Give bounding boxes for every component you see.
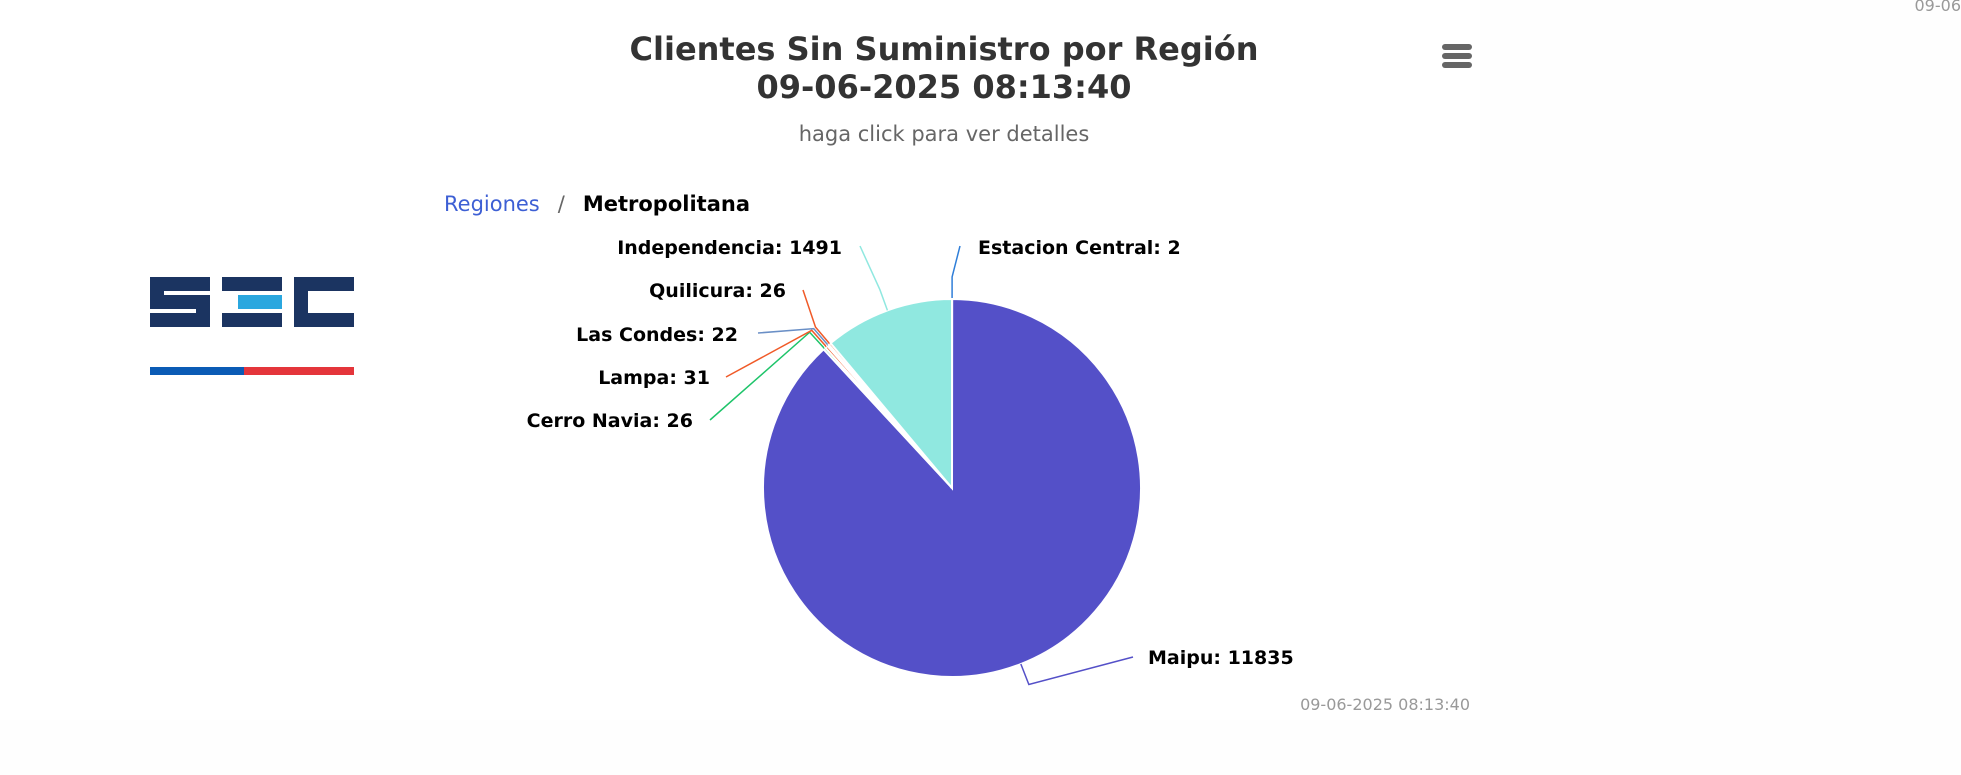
chart-container: Clientes Sin Suministro por Región 09-06… <box>408 0 1480 720</box>
breadcrumb-separator: / <box>557 192 565 216</box>
pie-data-label-estacion-central[interactable]: Estacion Central: 2 <box>978 237 1181 259</box>
corner-timestamp: 09-06 <box>1914 0 1961 15</box>
chart-title-line1: Clientes Sin Suministro por Región <box>629 30 1259 68</box>
pie-data-label-lampa[interactable]: Lampa: 31 <box>598 367 710 389</box>
chart-title: Clientes Sin Suministro por Región 09-06… <box>408 30 1480 106</box>
pie-chart: Estacion Central: 2 Maipu: 11835 Cerro Nav… <box>527 237 1294 686</box>
hamburger-menu-icon <box>1442 44 1472 50</box>
chart-timestamp-credit: 09-06-2025 08:13:40 <box>1300 695 1470 714</box>
breadcrumb: Regiones / Metropolitana <box>444 192 750 216</box>
chart-title-line2: 09-06-2025 08:13:40 <box>756 68 1132 106</box>
hamburger-menu-icon-bar <box>1442 53 1472 59</box>
pie-slice-independencia[interactable] <box>829 297 953 491</box>
breadcrumb-regiones-link[interactable]: Regiones <box>444 192 540 216</box>
pie-connector-quilicura <box>802 289 831 345</box>
sec-logo <box>120 250 410 400</box>
pie-connector-maipu <box>1020 656 1134 686</box>
pie-connector-lampa <box>725 329 827 378</box>
left-panel <box>0 0 410 720</box>
sec-logo-graphic <box>150 277 354 375</box>
pie-data-label-las-condes[interactable]: Las Condes: 22 <box>576 324 738 346</box>
pie-data-label-maipu[interactable]: Maipu: 11835 <box>1148 647 1294 669</box>
breadcrumb-current: Metropolitana <box>582 192 750 216</box>
pie-data-label-cerro-navia[interactable]: Cerro Navia: 26 <box>527 410 693 432</box>
chart-menu-button[interactable] <box>1430 38 1476 74</box>
hamburger-menu-icon-bar <box>1442 62 1472 68</box>
pie-data-label-quilicura[interactable]: Quilicura: 26 <box>649 280 786 302</box>
pie-data-label-independencia[interactable]: Independencia: 1491 <box>617 237 842 259</box>
pie-connector-independencia <box>859 245 889 311</box>
chart-subtitle: haga click para ver detalles <box>798 122 1090 146</box>
pie-connector-las-condes <box>757 327 829 346</box>
pie-connector-estacion-central <box>951 245 961 300</box>
